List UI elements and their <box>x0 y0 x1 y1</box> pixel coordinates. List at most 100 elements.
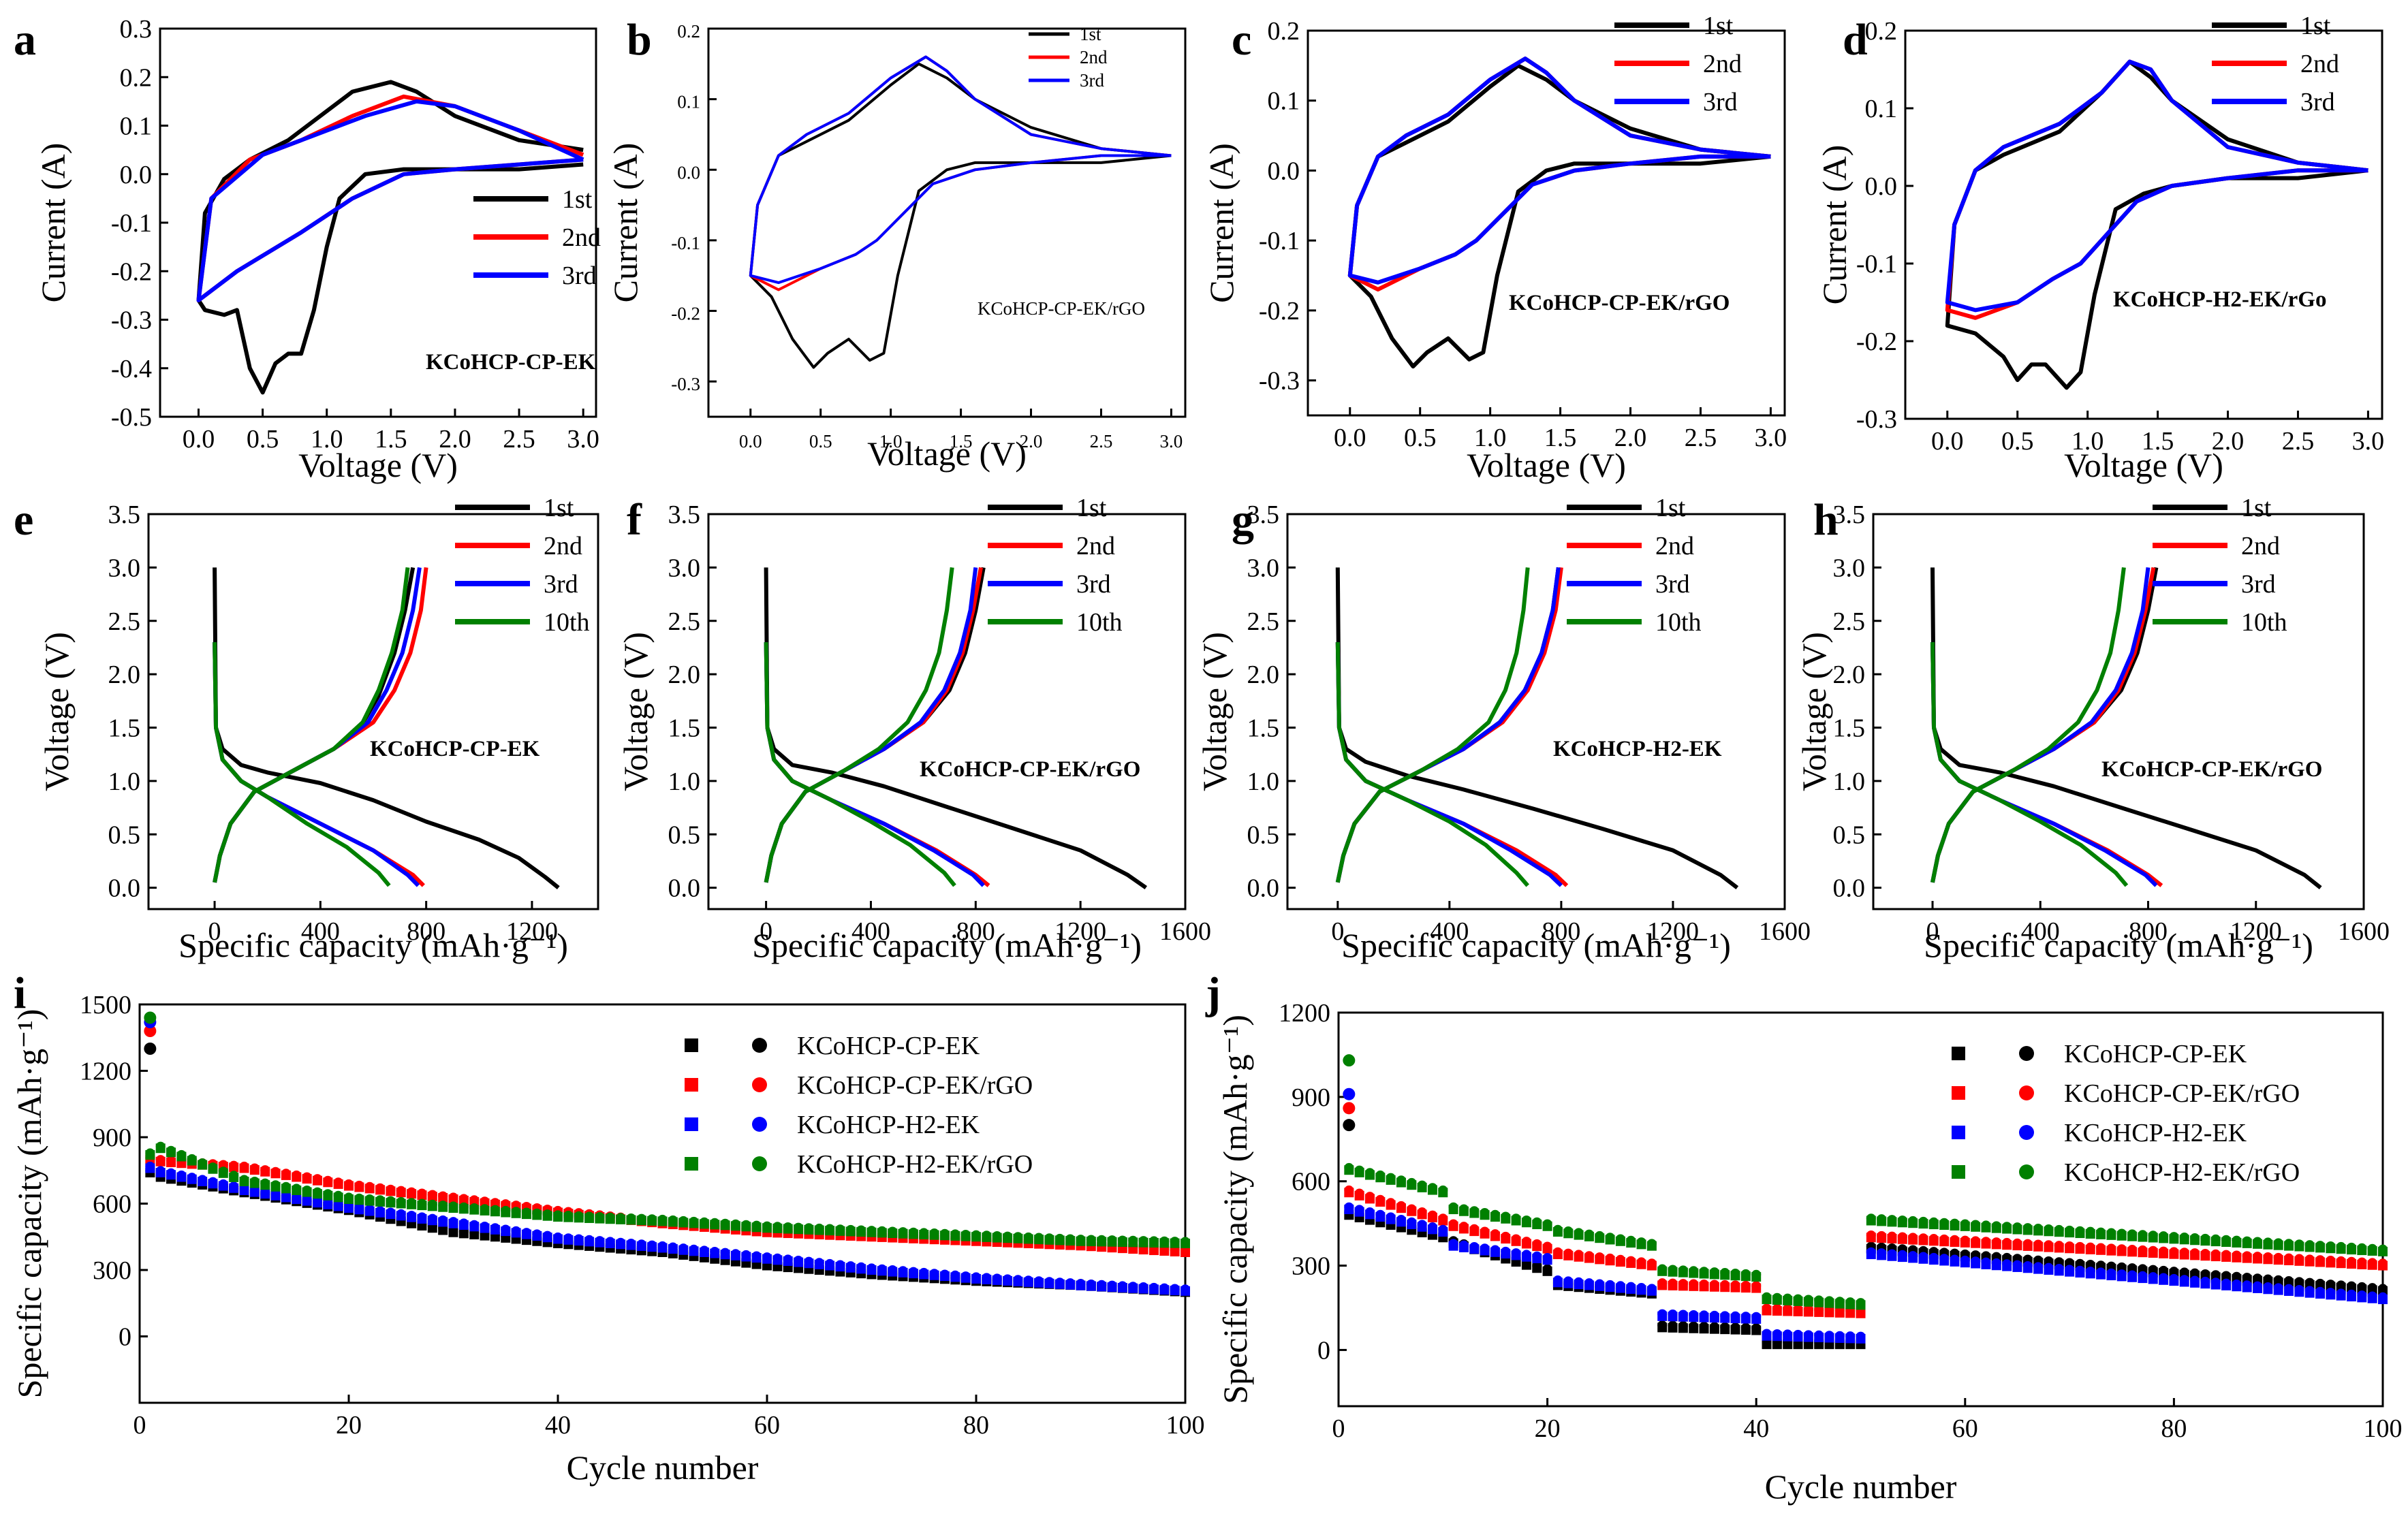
legend-label: KCoHCP-H2-EK <box>2064 1119 2247 1147</box>
chart-panel-f: 0 400 800 1200 1600 0.0 0.5 1.0 1.5 2.0 2.5 3.0 3.5 S… <box>616 494 1211 964</box>
discharge-point <box>1148 1282 1159 1292</box>
y-tick-label: 1.0 <box>1833 767 1866 796</box>
discharge-point <box>187 1154 197 1164</box>
discharge-point <box>375 1183 386 1193</box>
x-axis-label: Voltage (V) <box>298 446 458 484</box>
discharge-point <box>1720 1268 1730 1278</box>
y-tick-label: 0.5 <box>1833 821 1866 849</box>
discharge-point <box>501 1199 511 1209</box>
panel-label: d <box>1843 15 1868 65</box>
discharge-point <box>1148 1236 1159 1246</box>
discharge-point <box>333 1190 343 1201</box>
discharge-point <box>605 1237 615 1247</box>
discharge-point <box>155 1141 166 1152</box>
discharge-point <box>1991 1221 2001 1231</box>
x-tick-label: 3.0 <box>2352 427 2385 456</box>
charge-curve-10th <box>213 567 410 883</box>
charge-curve-3rd <box>1335 567 1561 883</box>
discharge-point <box>950 1229 960 1239</box>
discharge-point <box>1107 1235 1117 1245</box>
discharge-point <box>626 1213 636 1223</box>
discharge-point <box>647 1214 657 1224</box>
y-tick-label: 1.5 <box>1833 714 1866 743</box>
first-discharge-point <box>1343 1119 1356 1132</box>
charge-curve-1st <box>1930 567 2159 883</box>
discharge-point <box>1918 1252 1928 1262</box>
legend-label: KCoHCP-H2-EK <box>797 1111 980 1139</box>
discharge-point <box>2326 1280 2336 1290</box>
legend-label: 1st <box>562 185 593 214</box>
discharge-point <box>1532 1217 1542 1227</box>
discharge-point <box>1013 1232 1023 1242</box>
y-tick-label: 0.2 <box>1268 17 1300 46</box>
discharge-point <box>1584 1229 1594 1239</box>
y-tick-label: -0.1 <box>111 209 152 238</box>
sample-annotation: KCoHCP-CP-EK <box>370 737 540 761</box>
discharge-point <box>2044 1224 2054 1234</box>
discharge-point <box>856 1262 866 1272</box>
x-tick-label: 800 <box>956 917 995 946</box>
legend-label: 10th <box>1655 608 1702 637</box>
discharge-point <box>1396 1201 1406 1211</box>
x-tick-label: 20 <box>1535 1414 1561 1443</box>
first-discharge-point <box>144 1011 157 1024</box>
y-tick-label: -0.2 <box>1856 328 1897 356</box>
discharge-point <box>2294 1239 2304 1250</box>
discharge-point <box>2085 1260 2095 1270</box>
discharge-point <box>1824 1331 1834 1341</box>
x-tick-label: 3.0 <box>567 425 599 454</box>
discharge-point <box>1908 1233 1918 1243</box>
x-tick-label: 1.0 <box>1474 424 1507 452</box>
discharge-point <box>710 1218 720 1228</box>
y-tick-label: 900 <box>93 1124 131 1152</box>
discharge-point <box>2378 1258 2388 1269</box>
discharge-point <box>260 1165 270 1175</box>
x-tick-label: 1600 <box>2338 917 2390 946</box>
x-tick-label: 800 <box>1542 917 1580 946</box>
discharge-point <box>1762 1329 1772 1339</box>
discharge-point <box>678 1243 689 1254</box>
discharge-point <box>689 1244 699 1254</box>
discharge-point <box>835 1260 845 1270</box>
discharge-point <box>825 1224 835 1234</box>
discharge-point <box>364 1181 375 1192</box>
legend-label: KCoHCP-H2-EK/rGO <box>2064 1158 2300 1187</box>
discharge-point <box>1657 1320 1668 1331</box>
discharge-point <box>2054 1264 2064 1274</box>
discharge-point <box>1542 1264 1552 1274</box>
discharge-point <box>312 1187 322 1197</box>
discharge-point <box>2159 1231 2169 1241</box>
discharge-point <box>563 1211 574 1221</box>
x-tick-label: 0.0 <box>1931 427 1964 456</box>
legend-label: 3rd <box>1080 70 1104 91</box>
y-tick-label: 1.0 <box>668 767 701 796</box>
discharge-point <box>1668 1265 1678 1275</box>
discharge-point <box>982 1231 992 1241</box>
discharge-point <box>2273 1283 2283 1293</box>
discharge-point <box>458 1218 469 1228</box>
legend-circle-marker <box>2019 1046 2034 1061</box>
discharge-point <box>1877 1214 1887 1224</box>
discharge-point <box>2159 1246 2169 1256</box>
y-tick-label: 2.0 <box>668 661 701 689</box>
discharge-point <box>2033 1239 2044 1250</box>
discharge-point <box>1981 1237 1991 1247</box>
discharge-point <box>1605 1253 1615 1263</box>
discharge-point <box>1438 1213 1448 1224</box>
discharge-point <box>845 1224 856 1235</box>
discharge-point <box>458 1194 469 1204</box>
discharge-point <box>323 1175 333 1186</box>
legend-label: 1st <box>1076 494 1107 522</box>
discharge-point <box>448 1201 458 1211</box>
discharge-point <box>249 1177 260 1186</box>
y-tick-label: 3.5 <box>108 501 141 529</box>
discharge-point <box>1117 1235 1127 1245</box>
plot-frame <box>1286 513 1786 910</box>
plot-frame <box>707 513 1187 910</box>
discharge-point <box>2116 1262 2127 1272</box>
discharge-point <box>1960 1235 1970 1245</box>
discharge-point <box>208 1177 218 1187</box>
discharge-point <box>364 1194 375 1204</box>
panel-label: i <box>14 968 26 1018</box>
discharge-point <box>2169 1232 2179 1242</box>
